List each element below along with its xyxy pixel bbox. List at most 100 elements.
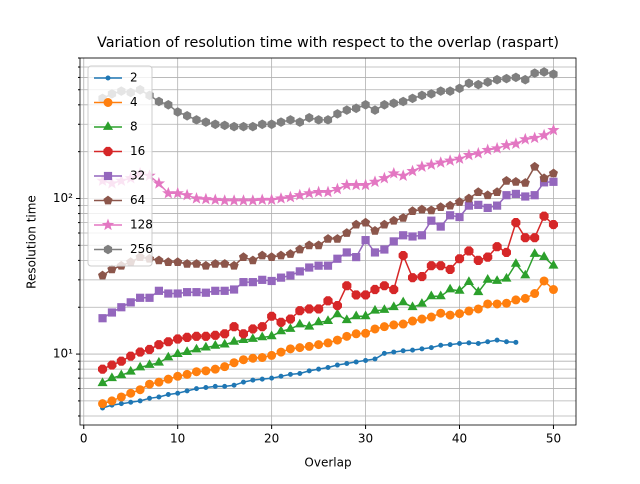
data-point xyxy=(379,281,389,291)
data-point xyxy=(483,190,493,200)
y-axis-label: Resolution time xyxy=(25,195,39,289)
data-point xyxy=(446,86,455,96)
x-tick-label: 0 xyxy=(80,432,88,446)
data-point xyxy=(182,288,192,297)
data-point xyxy=(173,289,182,298)
data-point xyxy=(473,304,483,314)
data-point xyxy=(520,293,530,303)
data-point xyxy=(445,200,455,210)
data-point xyxy=(408,232,417,241)
data-point xyxy=(464,193,474,203)
data-point xyxy=(312,185,325,198)
data-point xyxy=(106,372,117,382)
data-point xyxy=(191,343,202,353)
data-point xyxy=(334,362,340,368)
data-point xyxy=(428,345,434,351)
data-point xyxy=(191,259,202,268)
data-point xyxy=(427,89,436,99)
data-point xyxy=(238,334,249,343)
data-point xyxy=(482,274,493,283)
data-point xyxy=(210,330,220,340)
data-point xyxy=(378,171,391,184)
data-point xyxy=(455,83,464,94)
data-point xyxy=(227,194,241,206)
data-point xyxy=(220,362,230,372)
data-point xyxy=(529,248,540,257)
data-point xyxy=(501,272,512,282)
legend-label: 128 xyxy=(130,218,153,232)
data-point xyxy=(201,260,211,270)
data-point xyxy=(361,290,371,300)
data-point xyxy=(182,259,192,268)
data-point xyxy=(173,334,183,344)
data-point xyxy=(107,396,117,406)
data-point xyxy=(427,216,436,225)
data-point xyxy=(511,176,521,186)
data-point xyxy=(276,317,286,327)
data-point xyxy=(267,276,276,286)
data-point xyxy=(180,188,194,201)
data-point xyxy=(135,361,146,371)
data-point xyxy=(257,322,267,332)
data-point xyxy=(509,137,522,149)
data-point xyxy=(398,213,408,222)
data-point xyxy=(446,211,455,220)
data-point xyxy=(397,169,410,181)
data-point xyxy=(481,143,494,156)
data-point xyxy=(306,368,312,374)
data-point xyxy=(107,264,117,274)
data-point xyxy=(248,255,258,265)
data-point xyxy=(457,340,463,346)
data-point xyxy=(220,259,230,268)
data-point xyxy=(419,346,425,352)
legend-marker xyxy=(103,244,113,255)
data-point xyxy=(305,263,314,272)
legend-label: 4 xyxy=(130,95,138,109)
data-point xyxy=(464,306,474,316)
data-point xyxy=(425,158,438,170)
data-point xyxy=(200,341,211,351)
data-point xyxy=(165,391,171,397)
legend-marker xyxy=(103,98,113,107)
data-point xyxy=(511,218,521,228)
data-point xyxy=(173,257,183,266)
data-point xyxy=(220,120,229,131)
data-point xyxy=(416,298,427,307)
data-point xyxy=(438,342,444,348)
data-point xyxy=(285,323,296,332)
data-point xyxy=(276,325,287,335)
data-point xyxy=(240,379,246,385)
data-point xyxy=(313,316,324,326)
data-point xyxy=(455,309,465,319)
data-point xyxy=(304,240,314,250)
legend-label: 8 xyxy=(130,120,138,134)
data-point xyxy=(231,382,237,388)
data-point xyxy=(163,257,173,266)
data-point xyxy=(426,261,436,271)
data-point xyxy=(274,192,288,204)
legend-marker xyxy=(102,121,114,130)
data-point xyxy=(323,296,333,306)
data-point xyxy=(303,186,316,199)
data-point xyxy=(342,281,352,291)
x-tick-label: 20 xyxy=(264,432,279,446)
data-point xyxy=(408,273,418,283)
data-point xyxy=(229,358,239,368)
data-point xyxy=(269,375,275,381)
data-point xyxy=(276,347,286,357)
data-point xyxy=(218,194,231,206)
data-point xyxy=(184,388,190,394)
data-point xyxy=(387,166,400,179)
data-point xyxy=(229,335,240,345)
data-point xyxy=(406,164,419,177)
data-point xyxy=(548,220,558,230)
data-point xyxy=(116,356,126,366)
data-point xyxy=(342,248,351,257)
legend-marker xyxy=(103,146,113,157)
data-point xyxy=(321,185,335,198)
data-point xyxy=(314,240,324,250)
data-point xyxy=(107,360,117,370)
data-point xyxy=(353,359,359,365)
data-point xyxy=(229,285,239,294)
legend-box xyxy=(87,65,153,267)
